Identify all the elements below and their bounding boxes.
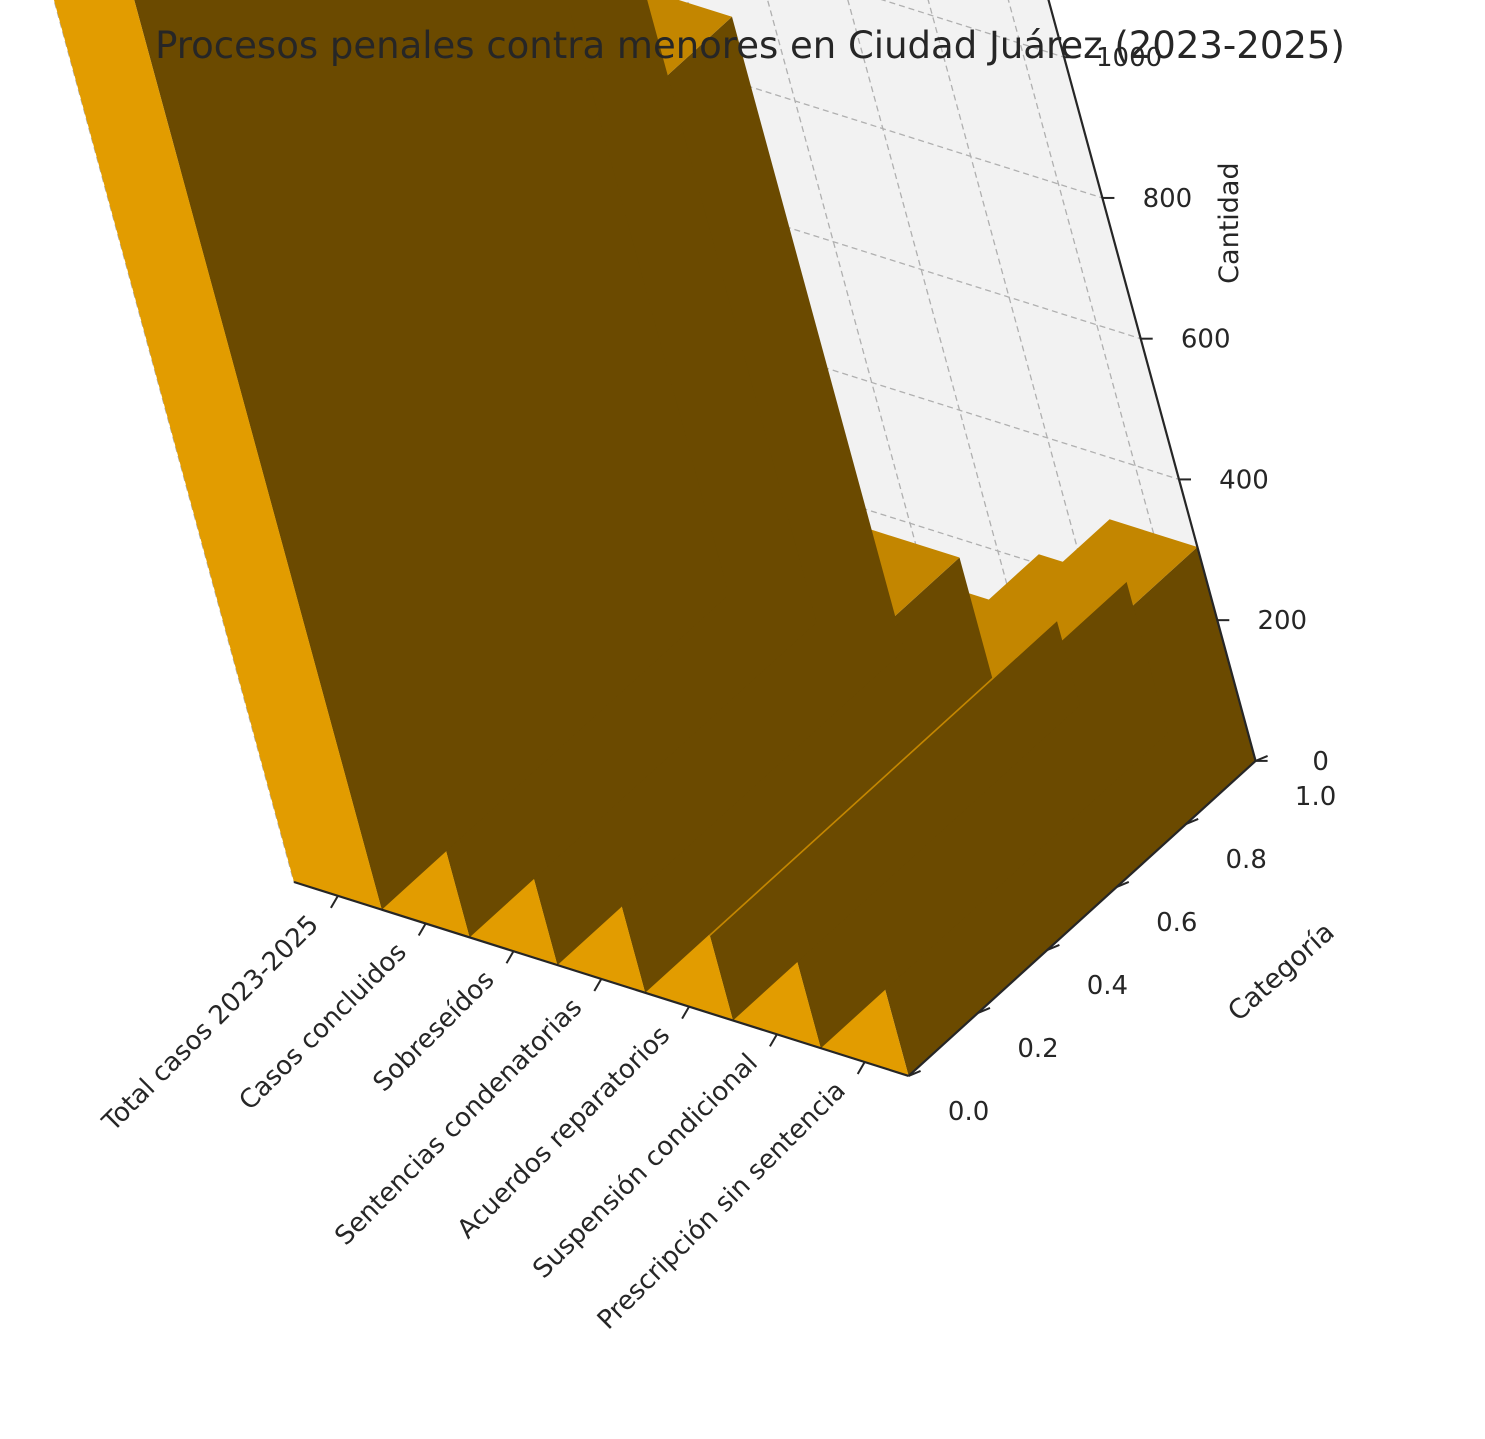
y-tick-label: 1.0	[1295, 782, 1336, 812]
bars-group	[53, 0, 1256, 1076]
bar-side-face	[710, 621, 1080, 1021]
y-tick-label: 0.0	[948, 1097, 989, 1127]
z-axis-label: Cantidad	[1214, 162, 1245, 283]
y-axis-label: Categoría	[1222, 917, 1340, 1028]
x-tick-label: Sentencias condenatorias	[329, 993, 588, 1252]
y-tick	[1185, 817, 1199, 825]
z-tick-label: 800	[1143, 184, 1193, 214]
x-tick	[505, 950, 515, 964]
x-tick-label: Acuerdos reparatorios	[452, 1020, 676, 1244]
bar-side-face	[134, 0, 729, 910]
y-tick-label: 0.4	[1087, 971, 1128, 1001]
x-tick	[593, 978, 603, 992]
y-tick-label: 0.2	[1017, 1034, 1058, 1064]
x-tick	[330, 895, 339, 909]
x-tick	[769, 1033, 778, 1047]
x-tick	[681, 1006, 690, 1020]
y-tick-label: 0.6	[1156, 908, 1197, 938]
z-tick-label: 400	[1219, 465, 1269, 495]
x-tick	[856, 1061, 866, 1075]
bar-side-face	[612, 557, 993, 993]
x-tick-label: Prescripción sin sentencia	[592, 1076, 852, 1336]
chart-title: Procesos penales contra menores en Ciuda…	[155, 24, 1345, 67]
z-tick-label: 1000	[1096, 43, 1162, 73]
y-axis-line	[907, 760, 1257, 1077]
z-axis-line	[1047, 0, 1257, 762]
y-tick	[908, 1069, 921, 1077]
y-tick-label: 0.8	[1226, 845, 1267, 875]
z-tick-label: 600	[1181, 325, 1231, 355]
z-tick-label: 0	[1312, 747, 1329, 777]
z-tick-label: 200	[1257, 606, 1307, 636]
y-tick	[1116, 880, 1130, 888]
bar-front-face	[53, 0, 382, 910]
x-tick-label: Total casos 2023-2025	[96, 910, 325, 1139]
y-tick	[977, 1006, 991, 1014]
y-tick	[1047, 943, 1060, 951]
x-tick	[417, 923, 427, 937]
bar	[53, 0, 729, 910]
x-tick-label: Suspensión condicional	[527, 1048, 763, 1284]
